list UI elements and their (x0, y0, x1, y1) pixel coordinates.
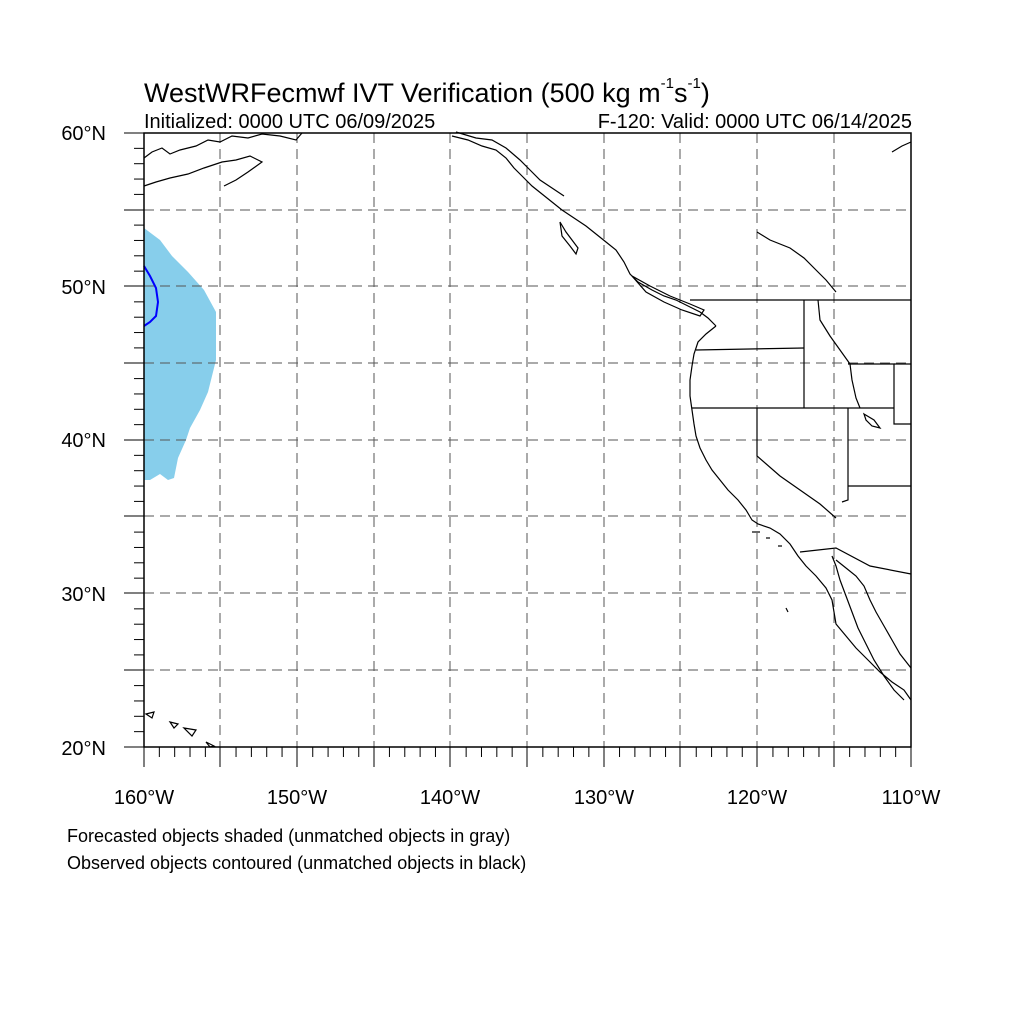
lat-label-40n: 40°N (61, 430, 106, 452)
lon-label-120w: 120°W (727, 787, 787, 809)
legend-observed-note: Observed objects contoured (unmatched ob… (67, 853, 527, 873)
initialized-time: Initialized: 0000 UTC 06/09/2025 (144, 111, 436, 133)
gridlines (144, 133, 911, 747)
valid-time: F-120: Valid: 0000 UTC 06/14/2025 (597, 111, 912, 133)
forecast-object (144, 228, 216, 480)
lon-label-150w: 150°W (267, 787, 327, 809)
minor-tick-marks (134, 147, 897, 757)
lon-label-160w: 160°W (114, 787, 174, 809)
observed-object-contour (143, 265, 160, 327)
latitude-labels: 60°N 50°N 40°N 30°N 20°N (61, 123, 106, 760)
lat-label-30n: 30°N (61, 584, 106, 606)
legend-forecast-note: Forecasted objects shaded (unmatched obj… (67, 826, 511, 846)
chart-title: WestWRFecmwf IVT Verification (500 kg m-… (144, 75, 710, 108)
lon-label-130w: 130°W (574, 787, 634, 809)
lon-label-140w: 140°W (420, 787, 480, 809)
coastlines (143, 131, 912, 748)
lat-label-20n: 20°N (61, 738, 106, 760)
lon-label-110w: 110°W (882, 787, 941, 809)
tick-marks (124, 132, 912, 767)
lat-label-50n: 50°N (61, 277, 106, 299)
lat-label-60n: 60°N (61, 123, 106, 145)
longitude-labels: 160°W 150°W 140°W 130°W 120°W 110°W (114, 787, 941, 809)
